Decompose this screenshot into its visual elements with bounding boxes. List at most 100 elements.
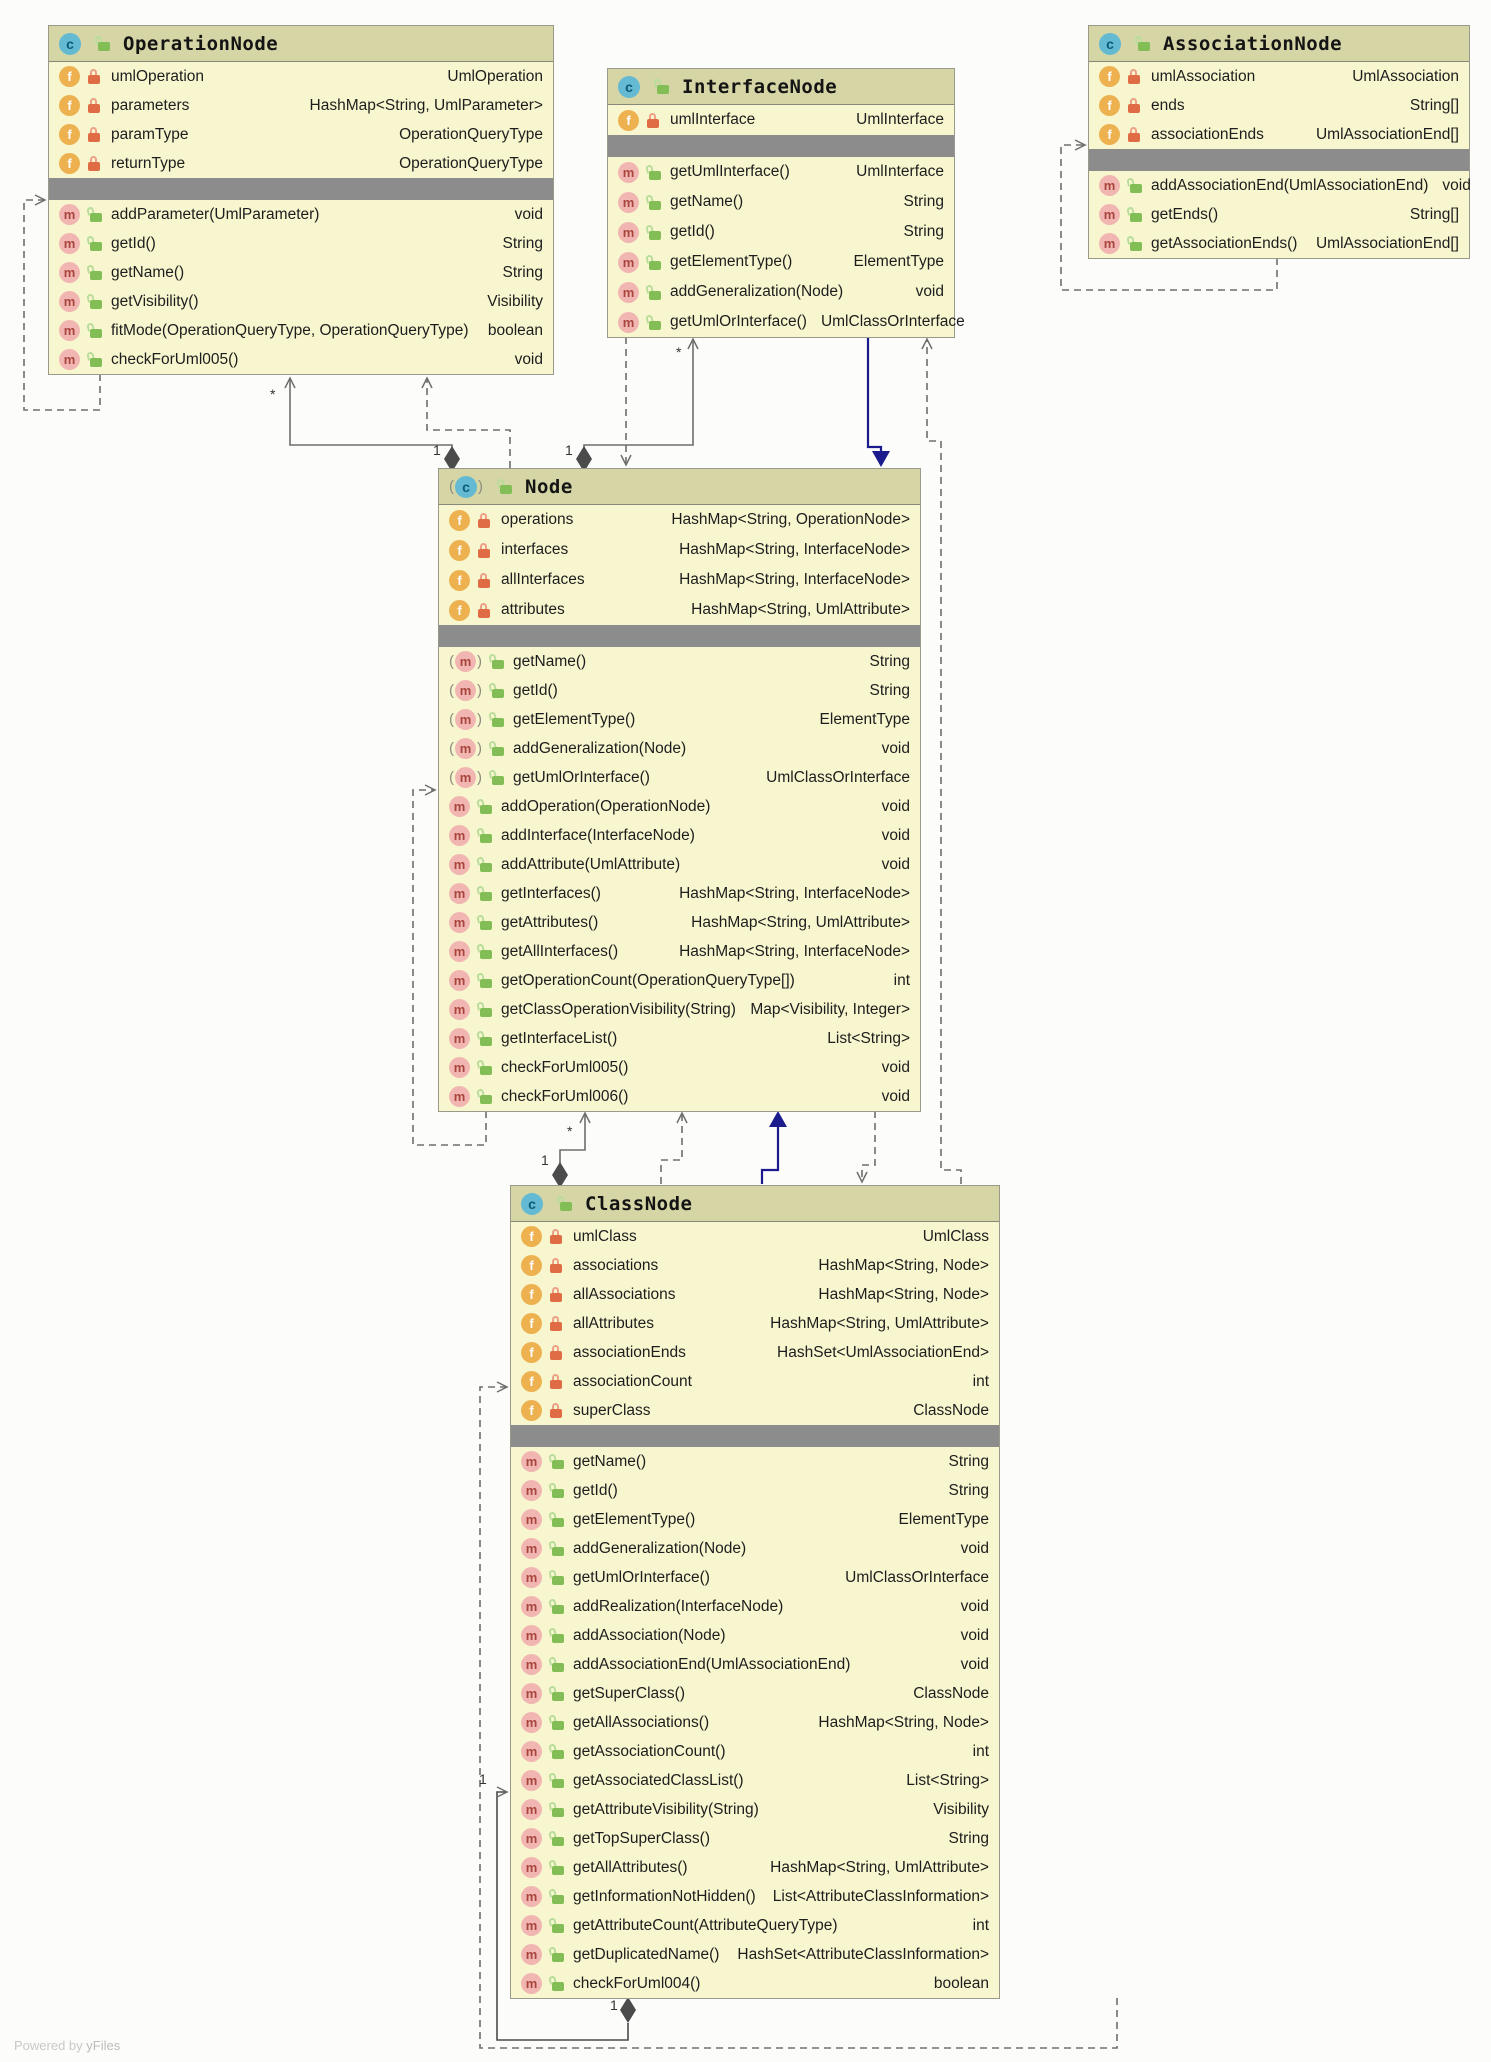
method-row: m getId() String [608,217,954,247]
edge-node-operations-composition[interactable] [284,376,453,459]
open-lock-icon [1126,235,1142,252]
method-icon: m [449,970,470,991]
method-row: m getUmlInterface() UmlInterface [608,157,954,187]
closed-lock-icon [87,155,102,172]
closed-lock-icon [87,68,102,85]
closed-lock-icon [1127,68,1142,85]
method-row: m getUmlOrInterface() UmlClassOrInterfac… [511,1563,999,1592]
field-icon: f [59,124,80,145]
method-return-type: void [1442,176,1471,194]
class-header: c OperationNode [49,26,553,62]
method-row: m getUmlOrInterface() UmlClassOrInterfac… [439,763,920,792]
field-name: ends [1151,96,1185,114]
open-lock-icon [645,193,661,211]
fields-section: f umlClass UmlClass f associations HashM… [511,1222,999,1425]
field-row: f interfaces HashMap<String, InterfaceNo… [439,535,920,565]
method-icon: m [521,1799,542,1820]
powered-by-yfiles: Powered by yFiles [14,2038,120,2053]
field-name: allInterfaces [501,571,585,588]
method-name: addGeneralization(Node) [670,283,844,300]
method-return-type: Map<Visibility, Integer> [750,1000,910,1018]
method-icon: m [449,883,470,904]
powered-by-text: Powered by [14,2038,87,2053]
class-box-classnode[interactable]: c ClassNode f umlClass UmlClass f associ… [510,1185,1000,1999]
method-row: m checkForUml004() boolean [511,1969,999,1998]
method-row: m getId() String [439,676,920,705]
field-name: associations [573,1256,659,1274]
method-icon: m [618,221,639,243]
yfiles-brand-link[interactable]: yFiles [86,2038,121,2053]
method-name: getAttributes() [501,913,599,931]
method-return-type: void [514,350,543,368]
section-separator [511,1425,999,1447]
field-type: UmlAssociation [1352,67,1459,85]
multiplicity-label: 1 [541,1152,549,1168]
method-return-type: void [915,283,944,300]
method-icon: m [449,680,482,701]
method-name: checkForUml006() [501,1087,629,1105]
method-name: getUmlInterface() [670,163,790,180]
field-type: HashMap<String, Node> [818,1256,989,1274]
open-lock-icon [476,856,492,873]
method-icon: m [618,251,639,273]
field-name: paramType [111,125,189,143]
method-return-type: List<String> [827,1029,910,1047]
method-return-type: UmlClassOrInterface [766,768,910,786]
class-box-node[interactable]: c Node f operations HashMap<String, Oper… [438,468,921,1112]
section-separator [1089,149,1469,171]
method-name: getUmlOrInterface() [573,1568,710,1586]
method-icon: m [449,1086,470,1107]
method-return-type: UmlClassOrInterface [845,1568,989,1586]
field-icon: f [449,539,470,561]
method-row: m checkForUml006() void [439,1082,920,1111]
edge-classnode-generalization[interactable] [760,1127,780,1184]
method-icon: m [521,1480,542,1501]
field-icon: f [521,1400,542,1421]
class-box-associationnode[interactable]: c AssociationNode f umlAssociation UmlAs… [1088,25,1471,259]
edge-classnode-node-composition[interactable] [559,1111,591,1175]
open-lock-icon [488,653,504,670]
open-lock-icon [548,1888,564,1905]
field-row: f allAssociations HashMap<String, Node> [511,1280,999,1309]
method-return-type: void [960,1597,989,1615]
class-icon: c [1099,32,1121,55]
method-row: m getElementType() ElementType [439,705,920,734]
class-header: c Node [439,469,920,505]
method-name: addAssociationEnd(UmlAssociationEnd) [573,1655,851,1673]
field-type: UmlOperation [447,67,543,85]
method-return-type: String[] [1409,205,1459,223]
field-name: operations [501,511,574,528]
method-row: m getAssociationCount() int [511,1737,999,1766]
method-return-type: List<String> [906,1771,989,1789]
method-return-type: ElementType [898,1510,989,1528]
method-icon: m [521,1741,542,1762]
method-name: getInformationNotHidden() [573,1887,756,1905]
method-name: getAllAttributes() [573,1858,688,1876]
class-title: AssociationNode [1163,32,1343,55]
method-row: m getOperationCount(OperationQueryType[]… [439,966,920,995]
open-lock-icon [488,769,504,786]
class-box-operationnode[interactable]: c OperationNode f umlOperation UmlOperat… [48,25,554,375]
section-separator [439,625,920,647]
method-name: getName() [670,193,744,210]
method-row: m getAllInterfaces() HashMap<String, Int… [439,937,920,966]
method-return-type: Visibility [487,292,543,310]
method-name: getEnds() [1151,205,1219,223]
closed-lock-icon [477,572,492,589]
method-name: getAllAssociations() [573,1713,710,1731]
field-name: umlAssociation [1151,67,1256,85]
field-icon: f [449,509,470,531]
field-type: int [972,1372,989,1390]
section-separator [608,135,954,157]
field-type: String[] [1409,96,1459,114]
edge-classnode-node-dependency[interactable] [660,1111,688,1184]
method-return-type: UmlAssociationEnd[] [1315,234,1459,252]
edge-classnode-interfacenode-dependency[interactable] [921,337,962,1184]
field-type: HashMap<String, InterfaceNode> [679,541,910,558]
open-lock-icon [548,1511,564,1528]
edge-interfacenode-generalization[interactable] [866,337,883,452]
method-row: m getClassOperationVisibility(String) Ma… [439,995,920,1024]
open-lock-icon [645,253,661,271]
edge-node-classnode-dependency[interactable] [856,1111,876,1184]
class-box-interfacenode[interactable]: c InterfaceNode f umlInterface UmlInterf… [607,68,965,338]
